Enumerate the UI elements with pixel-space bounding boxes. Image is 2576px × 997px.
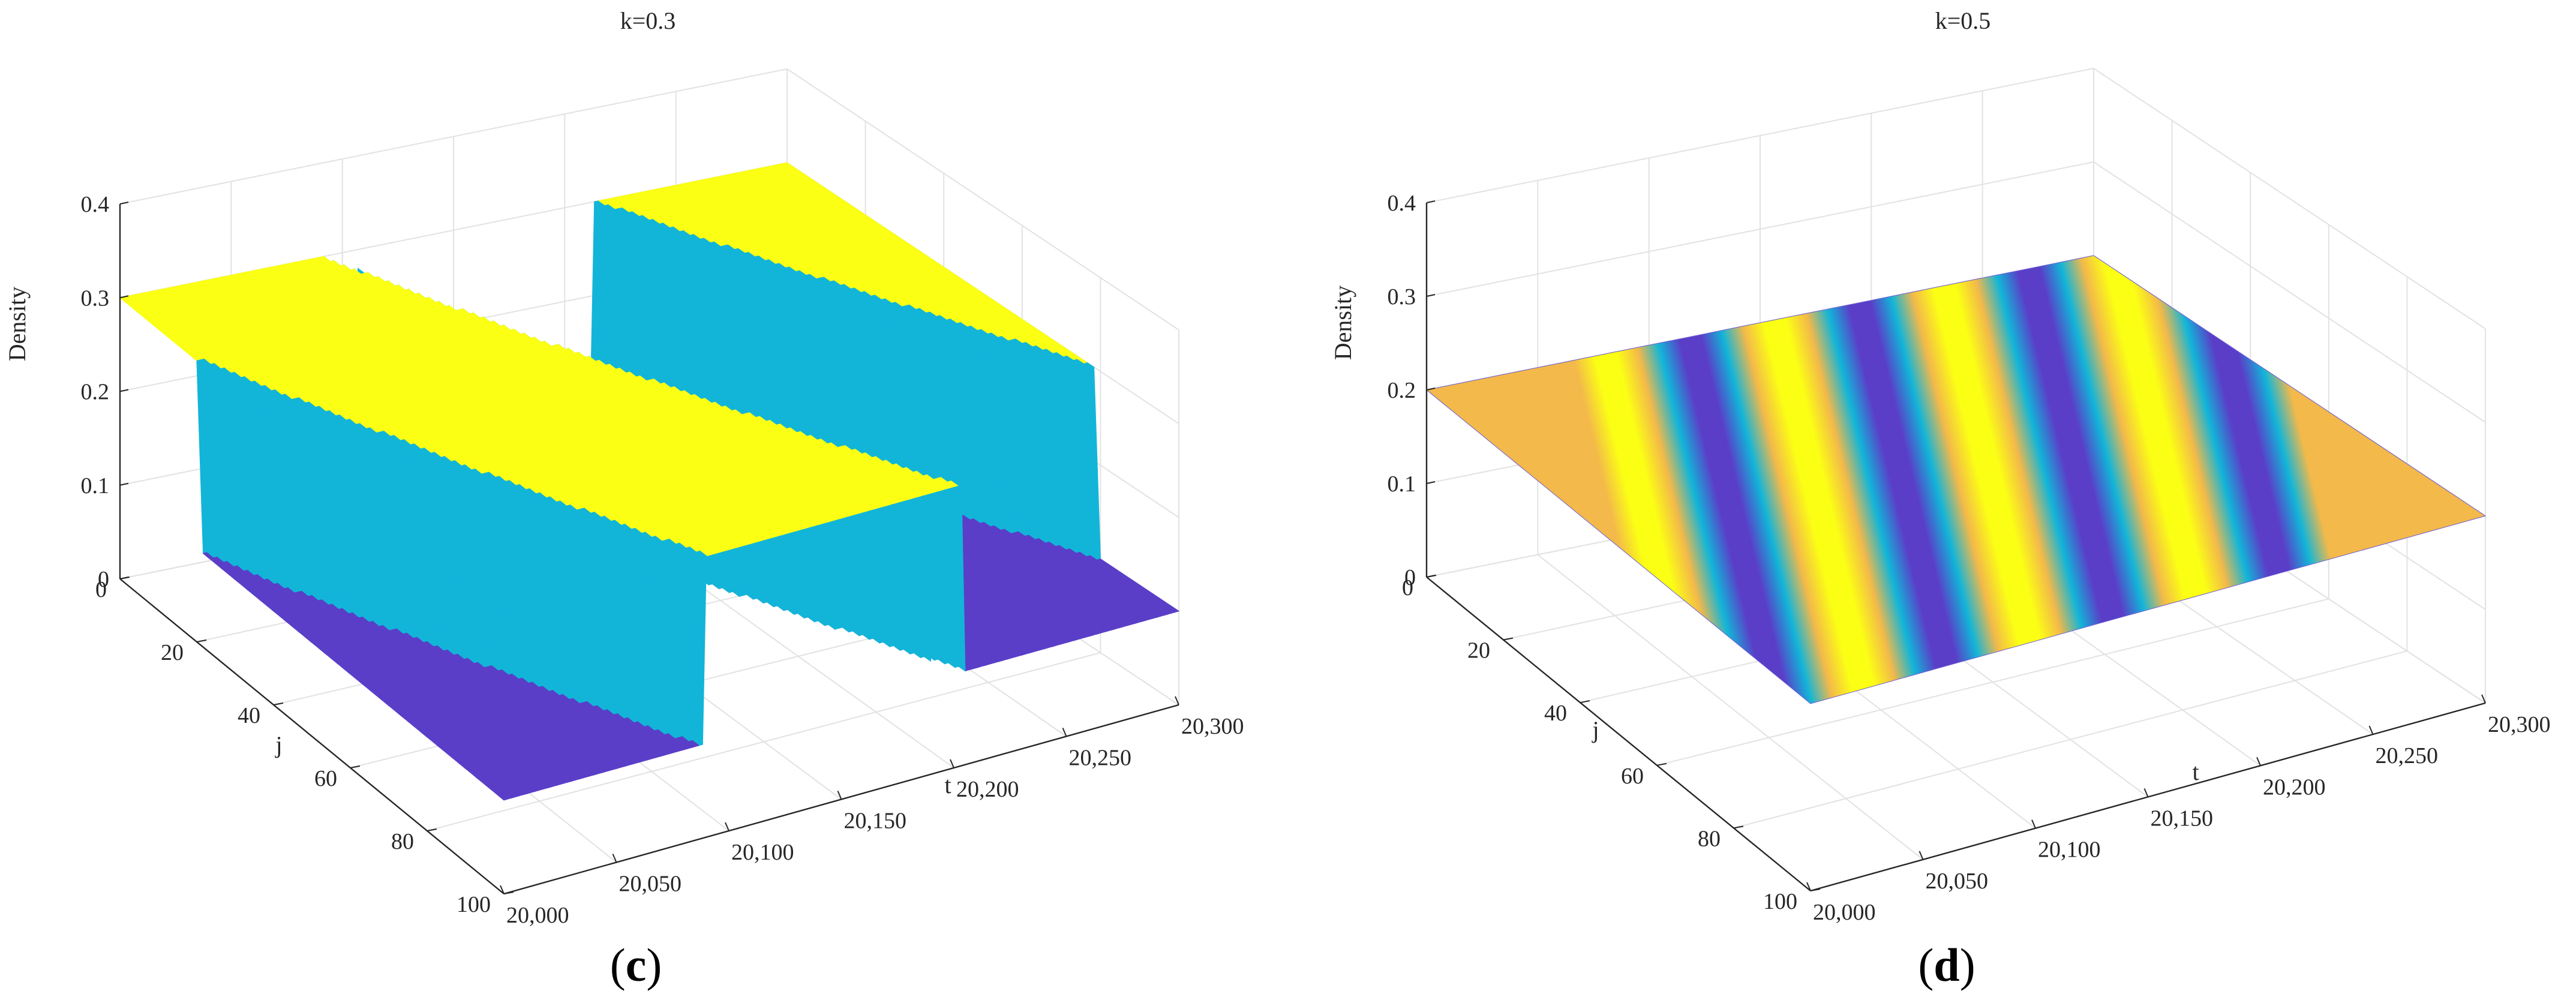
surface xyxy=(119,162,1180,801)
floor-grid-line xyxy=(427,652,1101,831)
wall-grid-line xyxy=(786,68,1179,331)
wall-grid-line xyxy=(119,68,788,205)
